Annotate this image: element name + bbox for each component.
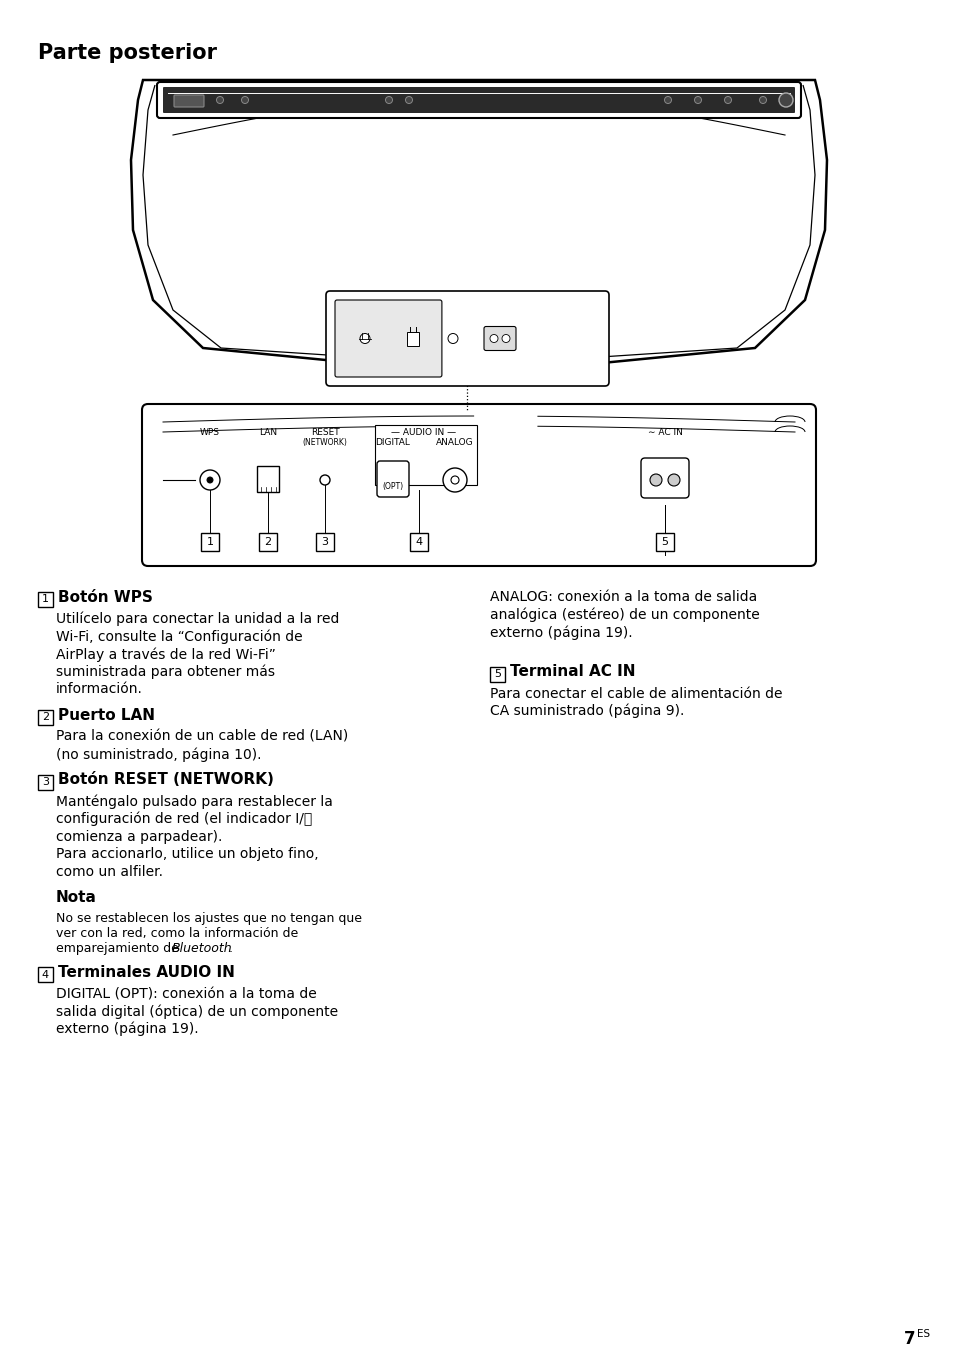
Text: 4: 4 bbox=[415, 537, 422, 548]
Text: LAN: LAN bbox=[258, 429, 276, 437]
Bar bbox=[38, 592, 53, 607]
Text: Terminal AC IN: Terminal AC IN bbox=[510, 664, 635, 680]
Text: 2: 2 bbox=[264, 537, 272, 548]
Circle shape bbox=[207, 477, 213, 483]
Circle shape bbox=[649, 475, 661, 485]
Text: (NETWORK): (NETWORK) bbox=[302, 438, 347, 448]
Text: Nota: Nota bbox=[56, 890, 97, 904]
FancyBboxPatch shape bbox=[163, 87, 794, 114]
Text: externo (página 19).: externo (página 19). bbox=[56, 1022, 198, 1037]
Circle shape bbox=[200, 470, 220, 489]
FancyBboxPatch shape bbox=[483, 326, 516, 350]
Text: 3: 3 bbox=[42, 777, 49, 787]
Circle shape bbox=[694, 96, 700, 104]
Circle shape bbox=[759, 96, 765, 104]
Text: Manténgalo pulsado para restablecer la: Manténgalo pulsado para restablecer la bbox=[56, 795, 333, 808]
Text: — AUDIO IN —: — AUDIO IN — bbox=[391, 429, 456, 437]
Circle shape bbox=[359, 334, 370, 343]
Text: 2: 2 bbox=[42, 713, 49, 722]
Text: suministrada para obtener más: suministrada para obtener más bbox=[56, 664, 274, 679]
Text: como un alfiler.: como un alfiler. bbox=[56, 864, 163, 879]
Text: (OPT): (OPT) bbox=[382, 481, 403, 491]
FancyBboxPatch shape bbox=[376, 461, 409, 498]
Bar bbox=[38, 967, 53, 982]
Text: ANALOG: conexión a la toma de salida: ANALOG: conexión a la toma de salida bbox=[490, 589, 757, 604]
Text: Botón RESET (NETWORK): Botón RESET (NETWORK) bbox=[58, 772, 274, 787]
Bar bbox=[656, 533, 673, 552]
Text: Wi-Fi, consulte la “Configuración de: Wi-Fi, consulte la “Configuración de bbox=[56, 630, 302, 644]
Bar bbox=[38, 775, 53, 790]
Text: 3: 3 bbox=[321, 537, 328, 548]
Text: comienza a parpadear).: comienza a parpadear). bbox=[56, 830, 222, 844]
FancyBboxPatch shape bbox=[256, 466, 278, 492]
Text: Botón WPS: Botón WPS bbox=[58, 589, 152, 604]
Text: (no suministrado, página 10).: (no suministrado, página 10). bbox=[56, 748, 261, 761]
FancyBboxPatch shape bbox=[173, 95, 204, 107]
Bar bbox=[410, 533, 428, 552]
Bar bbox=[38, 710, 53, 725]
Text: .: . bbox=[229, 942, 233, 955]
Text: 1: 1 bbox=[42, 595, 49, 604]
Bar bbox=[258, 533, 276, 552]
Text: ver con la red, como la información de: ver con la red, como la información de bbox=[56, 927, 298, 940]
Text: Terminales AUDIO IN: Terminales AUDIO IN bbox=[58, 965, 234, 980]
Text: DIGITAL (OPT): conexión a la toma de: DIGITAL (OPT): conexión a la toma de bbox=[56, 987, 316, 1000]
Text: Para conectar el cable de alimentación de: Para conectar el cable de alimentación d… bbox=[490, 687, 781, 700]
Polygon shape bbox=[131, 80, 826, 375]
Circle shape bbox=[723, 96, 731, 104]
Text: Bluetooth: Bluetooth bbox=[172, 942, 233, 955]
Bar bbox=[490, 667, 504, 681]
Circle shape bbox=[216, 96, 223, 104]
Text: Para la conexión de un cable de red (LAN): Para la conexión de un cable de red (LAN… bbox=[56, 730, 348, 744]
Text: Utilícelo para conectar la unidad a la red: Utilícelo para conectar la unidad a la r… bbox=[56, 612, 339, 626]
Circle shape bbox=[442, 468, 467, 492]
Text: RESET: RESET bbox=[311, 429, 339, 437]
Circle shape bbox=[501, 334, 510, 342]
Text: AirPlay a través de la red Wi-Fi”: AirPlay a través de la red Wi-Fi” bbox=[56, 648, 275, 661]
Text: No se restablecen los ajustes que no tengan que: No se restablecen los ajustes que no ten… bbox=[56, 913, 361, 925]
FancyBboxPatch shape bbox=[375, 425, 476, 485]
Text: ANALOG: ANALOG bbox=[436, 438, 474, 448]
Circle shape bbox=[448, 334, 457, 343]
Text: 7: 7 bbox=[903, 1330, 915, 1348]
Circle shape bbox=[451, 476, 458, 484]
Text: WPS: WPS bbox=[200, 429, 220, 437]
Text: salida digital (óptica) de un componente: salida digital (óptica) de un componente bbox=[56, 1005, 337, 1019]
Circle shape bbox=[385, 96, 392, 104]
Bar bbox=[407, 331, 418, 346]
FancyBboxPatch shape bbox=[142, 404, 815, 566]
Circle shape bbox=[405, 96, 412, 104]
Text: 5: 5 bbox=[494, 669, 500, 679]
Text: 4: 4 bbox=[42, 969, 49, 979]
Text: Puerto LAN: Puerto LAN bbox=[58, 707, 154, 722]
Text: CA suministrado (página 9).: CA suministrado (página 9). bbox=[490, 704, 683, 718]
Text: Para accionarlo, utilice un objeto fino,: Para accionarlo, utilice un objeto fino, bbox=[56, 846, 318, 861]
Text: ES: ES bbox=[916, 1329, 929, 1338]
Circle shape bbox=[779, 93, 792, 107]
Circle shape bbox=[241, 96, 248, 104]
FancyBboxPatch shape bbox=[335, 300, 441, 377]
Circle shape bbox=[490, 334, 497, 342]
Text: configuración de red (el indicador I/⏻: configuración de red (el indicador I/⏻ bbox=[56, 813, 312, 826]
Text: 1: 1 bbox=[206, 537, 213, 548]
Text: emparejamiento de: emparejamiento de bbox=[56, 942, 183, 955]
FancyBboxPatch shape bbox=[640, 458, 688, 498]
Text: 5: 5 bbox=[660, 537, 668, 548]
Bar bbox=[315, 533, 334, 552]
FancyBboxPatch shape bbox=[326, 291, 608, 387]
Text: externo (página 19).: externo (página 19). bbox=[490, 625, 632, 639]
Text: ∼ AC IN: ∼ AC IN bbox=[647, 429, 681, 437]
Circle shape bbox=[664, 96, 671, 104]
FancyBboxPatch shape bbox=[157, 82, 801, 118]
Text: analógica (estéreo) de un componente: analógica (estéreo) de un componente bbox=[490, 607, 759, 622]
Text: información.: información. bbox=[56, 681, 143, 696]
Bar bbox=[201, 533, 219, 552]
Text: Parte posterior: Parte posterior bbox=[38, 43, 216, 64]
Circle shape bbox=[319, 475, 330, 485]
Circle shape bbox=[667, 475, 679, 485]
Text: DIGITAL: DIGITAL bbox=[375, 438, 410, 448]
